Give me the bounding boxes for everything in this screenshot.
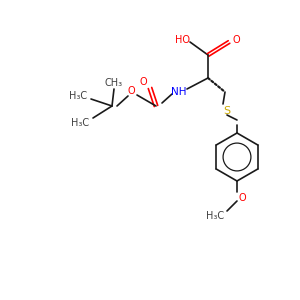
- Text: S: S: [224, 106, 231, 116]
- Text: CH₃: CH₃: [105, 78, 123, 88]
- Text: O: O: [139, 77, 147, 87]
- Text: O: O: [238, 193, 246, 203]
- Text: HO: HO: [175, 35, 190, 45]
- Text: O: O: [232, 35, 240, 45]
- Text: O: O: [127, 86, 135, 96]
- Text: H₃C: H₃C: [206, 211, 224, 221]
- Text: NH: NH: [171, 87, 187, 97]
- Text: H₃C: H₃C: [71, 118, 89, 128]
- Text: H₃C: H₃C: [69, 91, 87, 101]
